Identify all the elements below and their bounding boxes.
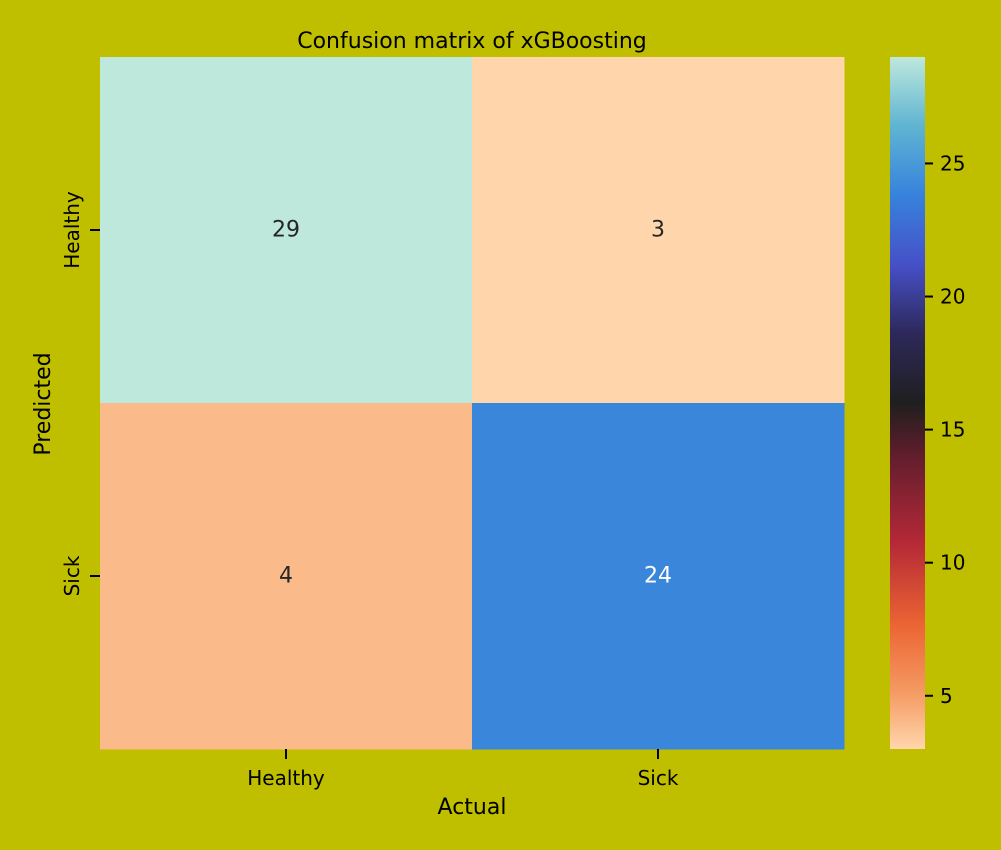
cell-value-label: 3 <box>651 218 665 243</box>
heatmap-cell <box>100 403 473 750</box>
colorbar-tick-label: 15 <box>940 418 965 442</box>
x-axis-ticks: Healthy Sick <box>247 749 679 790</box>
chart-title: Confusion matrix of xGBoosting <box>297 29 647 54</box>
heatmap-cell-labels: 29 3 4 24 <box>272 218 672 589</box>
heatmap-cell <box>472 403 845 750</box>
colorbar-tick-label: 10 <box>940 551 965 575</box>
colorbar-tick-label: 25 <box>940 151 965 175</box>
x-axis-label: Actual <box>438 795 507 820</box>
colorbar-tick-label: 20 <box>940 285 965 309</box>
y-tick-label: Healthy <box>60 191 84 269</box>
colorbar <box>890 57 925 749</box>
heatmap-cell <box>100 57 473 404</box>
y-axis-label: Predicted <box>31 352 56 455</box>
heatmap-cells <box>100 57 845 750</box>
cell-value-label: 29 <box>272 218 300 243</box>
cell-value-label: 4 <box>279 564 293 589</box>
heatmap-cell <box>472 57 845 404</box>
y-axis-ticks: Healthy Sick <box>60 191 100 596</box>
x-tick-label: Healthy <box>247 766 325 790</box>
y-tick-label: Sick <box>60 555 84 596</box>
cell-value-label: 24 <box>644 564 672 589</box>
colorbar-tick-label: 5 <box>940 684 953 708</box>
colorbar-ticks: 5 10 15 20 25 <box>925 151 965 708</box>
x-tick-label: Sick <box>638 766 679 790</box>
